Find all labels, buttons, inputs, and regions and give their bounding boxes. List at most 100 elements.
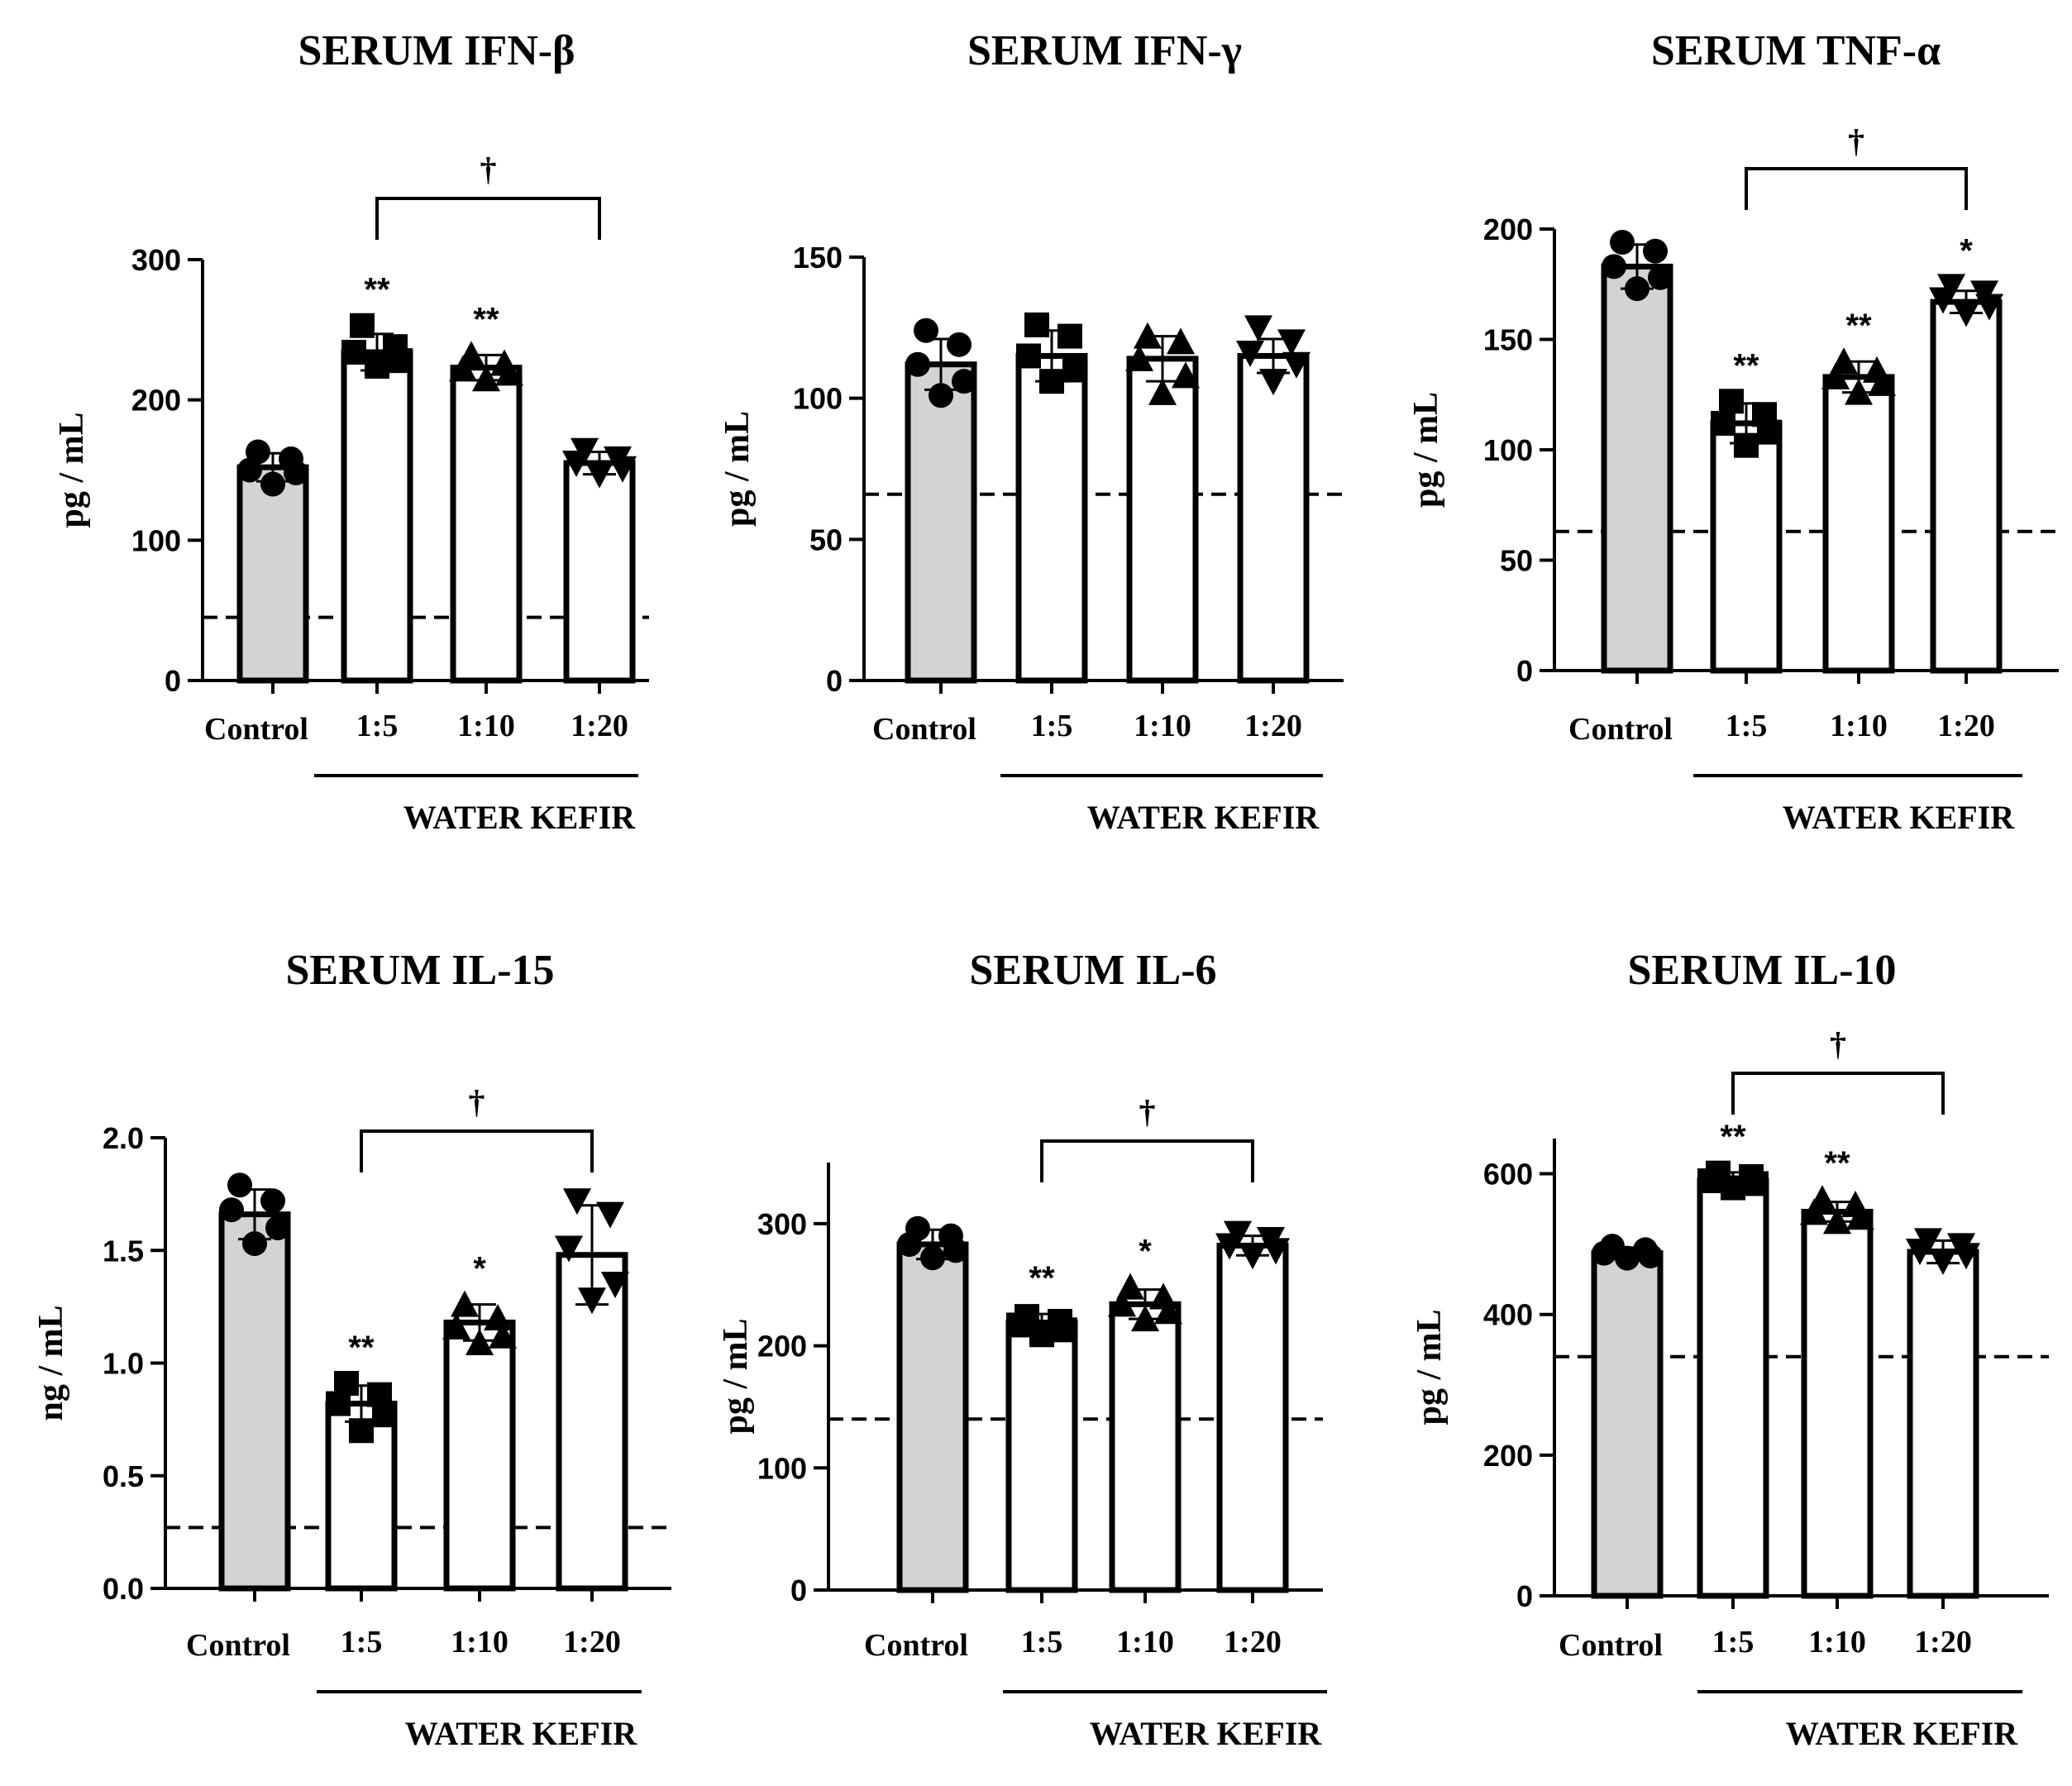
data-point [388, 348, 413, 374]
x-category-label: Control [864, 1628, 968, 1663]
y-tick-label: 0 [826, 664, 843, 698]
chart-panel-6: SERUM IL-10 pg / mL 0 200 400 600 Control 1:5 **… [1411, 947, 2049, 1752]
data-point [451, 1290, 479, 1317]
y-tick-label: 100 [1483, 433, 1533, 467]
data-point [1244, 315, 1272, 342]
y-tick-label: 300 [757, 1207, 807, 1241]
x-category-label: 1:5 [1021, 1625, 1063, 1659]
data-point [1952, 1243, 1980, 1270]
bar-3 [450, 365, 523, 684]
data-point [1024, 312, 1049, 337]
significance-label: * [1960, 232, 1973, 269]
y-axis-label: pg / mL [53, 412, 91, 528]
y-tick-label: 600 [1483, 1158, 1533, 1191]
comparison-bracket [1731, 1072, 1945, 1115]
y-tick-label: 200 [757, 1330, 807, 1363]
data-point [1643, 238, 1668, 264]
data-point [1057, 323, 1082, 349]
data-point [1006, 1312, 1031, 1338]
bar-2 [1697, 1177, 1769, 1599]
comparison-bracket [375, 197, 601, 240]
data-point [1823, 1207, 1851, 1234]
dagger-label: † [1139, 1093, 1156, 1130]
data-point [1149, 1282, 1177, 1310]
data-point [1282, 351, 1311, 379]
y-tick-label: 0 [165, 664, 181, 698]
data-point [1744, 1171, 1769, 1196]
data-point [227, 1172, 252, 1198]
x-category-label: Control [1568, 712, 1673, 747]
data-point [1970, 280, 1998, 308]
data-point [495, 359, 523, 386]
data-point [1719, 389, 1744, 414]
y-axis-label: ng / mL [32, 1305, 70, 1421]
data-point [365, 353, 389, 379]
data-point [1846, 1203, 1874, 1230]
data-point [1638, 1244, 1663, 1269]
significance-label: ** [1845, 308, 1872, 344]
data-point [1262, 1238, 1290, 1265]
x-category-label: 1:5 [1031, 709, 1073, 743]
data-point [260, 1188, 285, 1214]
x-category-label: Control [186, 1628, 290, 1663]
data-point [1592, 1240, 1616, 1266]
data-point [1711, 410, 1735, 436]
data-point [284, 460, 308, 485]
data-point [1929, 1249, 1957, 1276]
data-point [555, 1235, 583, 1263]
data-point [897, 1231, 922, 1257]
data-point [1757, 419, 1782, 445]
data-point [1172, 361, 1200, 389]
bar-2 [1005, 1320, 1078, 1593]
x-category-label: 1:10 [1134, 709, 1191, 743]
data-point [1975, 294, 2003, 321]
bar-4 [1216, 1242, 1289, 1593]
chart-title: SERUM IFN-β [298, 27, 575, 74]
data-point [1239, 1243, 1267, 1270]
x-category-label: 1:20 [1914, 1625, 1972, 1659]
bar-2 [341, 349, 413, 684]
bar-3 [443, 1319, 516, 1592]
dagger-label: † [480, 150, 497, 188]
y-tick-label: 150 [1483, 323, 1533, 357]
data-point [1125, 344, 1153, 371]
x-category-label: 1:10 [1808, 1625, 1866, 1659]
dagger-label: † [1830, 1025, 1846, 1063]
data-point [449, 355, 477, 382]
chart-panel-3: SERUM TNF-α pg / mL 0 50 100 150 200 Control 1:5… [1407, 27, 2059, 836]
y-axis-label: pg / mL [1411, 1309, 1449, 1425]
x-category-label: 1:20 [571, 709, 628, 743]
x-category-label: 1:5 [341, 1625, 383, 1659]
comparison-bracket [1040, 1139, 1254, 1182]
group-label: WATER KEFIR [1786, 1715, 2019, 1752]
data-point [563, 1188, 591, 1215]
data-point [465, 1328, 494, 1355]
y-tick-label: 1.0 [103, 1347, 144, 1381]
data-point [1215, 1233, 1244, 1260]
bar-4 [1237, 352, 1310, 684]
y-tick-label: 300 [131, 243, 181, 277]
data-point [1952, 300, 1980, 327]
data-point [1845, 378, 1873, 405]
bar-4 [1907, 1249, 1979, 1599]
group-label: WATER KEFIR [403, 799, 637, 836]
data-point [219, 1197, 244, 1223]
significance-label: * [1139, 1234, 1152, 1270]
data-point [242, 1231, 267, 1257]
significance-label: ** [364, 272, 390, 308]
data-point [1734, 432, 1759, 458]
data-point [1868, 369, 1896, 396]
bar-1 [218, 1211, 291, 1592]
data-point [1615, 1245, 1640, 1271]
bar-1 [1601, 263, 1673, 674]
dagger-label: † [1848, 122, 1864, 160]
data-point [596, 1201, 624, 1229]
data-point [442, 1312, 470, 1340]
data-point [349, 1418, 374, 1444]
data-point [1821, 362, 1850, 389]
group-label: WATER KEFIR [405, 1715, 638, 1752]
data-point [1610, 230, 1635, 255]
data-point [1134, 322, 1162, 349]
data-point [1236, 341, 1264, 368]
chart-title: SERUM IL-15 [285, 947, 554, 994]
